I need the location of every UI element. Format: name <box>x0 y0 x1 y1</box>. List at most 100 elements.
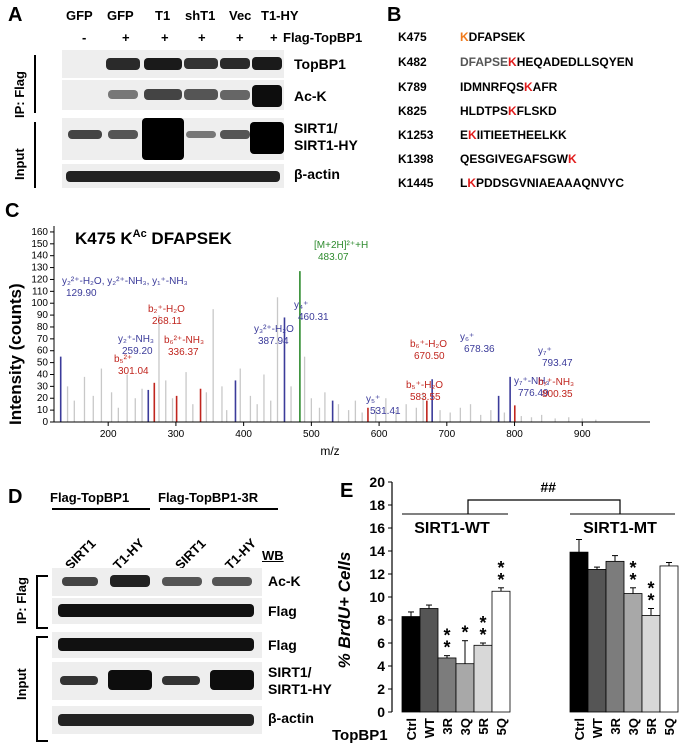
peak-annotation: y₂²⁺-H₂O, y₂²⁺-NH₃, y₁⁺-NH₃ <box>62 276 188 287</box>
blot-label: SIRT1-HY <box>294 137 358 153</box>
topbp1-xlabel: TopBP1 <box>332 727 388 744</box>
peak-value: 259.20 <box>122 346 153 357</box>
panel-d-label: D <box>8 486 23 508</box>
significance-star: * <box>647 591 654 611</box>
category-label: 3Q <box>626 718 641 735</box>
peak-value: 776.49 <box>518 388 549 399</box>
peak-value: 793.47 <box>542 358 573 369</box>
y-tick-label: 130 <box>31 263 48 274</box>
sequence-row: K825 HLDTPSKFLSKD <box>398 104 557 118</box>
lane-label: GFP <box>107 8 134 23</box>
peak-annotation: b₅⁺-H₂O <box>406 380 443 391</box>
peak-annotation: b₅²⁺ <box>114 354 132 365</box>
peak-value: 129.90 <box>66 288 97 299</box>
significance-star: * <box>479 613 486 633</box>
flag-topbp1-label: Flag-TopBP1 <box>283 30 363 45</box>
blot-topbp1 <box>62 50 284 78</box>
y-tick-label: 40 <box>37 369 49 380</box>
brdu-ylabel: % BrdU+ Cells <box>335 552 354 669</box>
y-tick-label: 60 <box>37 346 49 357</box>
peak-value: 301.04 <box>118 366 149 377</box>
bar <box>437 657 457 713</box>
blot-actin <box>62 164 284 188</box>
peak-annotation: y₇⁺-NH₃ <box>514 376 550 387</box>
category-label: Ctrl <box>404 718 419 740</box>
flag-sign: + <box>236 30 244 45</box>
y-tick-label: 10 <box>369 589 385 605</box>
y-tick-label: 70 <box>37 334 49 345</box>
peak-value: 800.35 <box>542 389 573 400</box>
bar <box>473 644 493 713</box>
category-label: Ctrl <box>572 718 587 740</box>
y-tick-label: 150 <box>31 239 48 250</box>
y-tick-label: 14 <box>369 543 385 559</box>
y-tick-label: 12 <box>369 566 385 582</box>
y-tick-label: 20 <box>37 393 49 404</box>
blot-ack <box>52 568 262 596</box>
bar <box>623 593 643 713</box>
blot-sirt1 <box>62 118 284 160</box>
peak-annotation: b₂⁺-H₂O <box>148 304 185 315</box>
category-label: 5Q <box>662 718 677 735</box>
x-tick-label: 900 <box>574 429 591 440</box>
blot-label: β-actin <box>268 710 314 726</box>
significance-label: ## <box>540 479 556 495</box>
peak-annotation: y₂⁺-NH₃ <box>118 334 154 345</box>
flag-sign: + <box>270 30 278 45</box>
y-tick-label: 50 <box>37 358 49 369</box>
y-tick-label: 10 <box>37 405 49 416</box>
category-label: WT <box>422 718 437 738</box>
significance-star: * <box>497 558 504 578</box>
peak-value: 268.11 <box>152 316 182 327</box>
group-label: Flag-TopBP1 <box>50 490 130 505</box>
sequence-row: K1253 EKIITIEETHEELKK <box>398 128 567 142</box>
flag-sign: + <box>161 30 169 45</box>
category-label: 5Q <box>494 718 509 735</box>
significance-star: * <box>479 625 486 645</box>
peak-annotation: y₇⁺ <box>538 346 552 357</box>
sequence-row: K1445 LKPDDSGVNIAEAAAQNVYC <box>398 176 625 190</box>
peak-value: 678.36 <box>464 344 495 355</box>
blot-label: β-actin <box>294 166 340 182</box>
peak-annotation: y₆⁺ <box>460 332 474 343</box>
y-tick-label: 90 <box>37 310 49 321</box>
y-tick-label: 0 <box>42 417 48 428</box>
blot-ack <box>62 80 284 110</box>
flag-sign: + <box>198 30 206 45</box>
peak-value: 387.94 <box>258 336 289 347</box>
group-label: Flag-TopBP1-3R <box>158 490 259 505</box>
blot-label: SIRT1/ <box>294 120 338 136</box>
sequence-row: K789 IDMNRFQSKAFR <box>398 80 558 94</box>
category-label: 3R <box>440 717 455 734</box>
flag-sign: - <box>82 30 87 45</box>
y-tick-label: 100 <box>31 298 48 309</box>
lane-label: T1-HY <box>261 8 299 23</box>
group-label-mt: SIRT1-MT <box>583 520 657 537</box>
y-tick-label: 18 <box>369 497 385 513</box>
bar <box>641 614 661 713</box>
input-label: Input <box>12 148 27 180</box>
category-label: 3R <box>608 717 623 734</box>
category-label: WT <box>590 718 605 738</box>
y-tick-label: 110 <box>32 286 48 297</box>
ip-bracket <box>34 55 36 113</box>
lane-label: Vec <box>229 8 252 23</box>
y-tick-label: 2 <box>377 681 385 697</box>
sequence-row: K1398 QESGIVEGAFSGWK <box>398 152 577 166</box>
spectrum-title: K475 KAc DFAPSEK <box>75 228 232 248</box>
blot-label: Ac-K <box>268 573 301 589</box>
input-bracket <box>34 122 36 188</box>
significance-star: * <box>443 638 450 658</box>
significance-star: * <box>461 623 468 643</box>
x-tick-label: 800 <box>506 429 523 440</box>
input-label: Input <box>14 668 29 700</box>
peak-annotation: b₆⁺-H₂O <box>410 339 447 350</box>
peak-value: 336.37 <box>168 347 199 358</box>
bar <box>491 590 511 713</box>
blot-flag-ip <box>52 598 262 624</box>
x-tick-label: 700 <box>438 429 455 440</box>
peak-annotation: [M+2H]²⁺+H <box>314 240 368 251</box>
bar <box>455 663 475 713</box>
